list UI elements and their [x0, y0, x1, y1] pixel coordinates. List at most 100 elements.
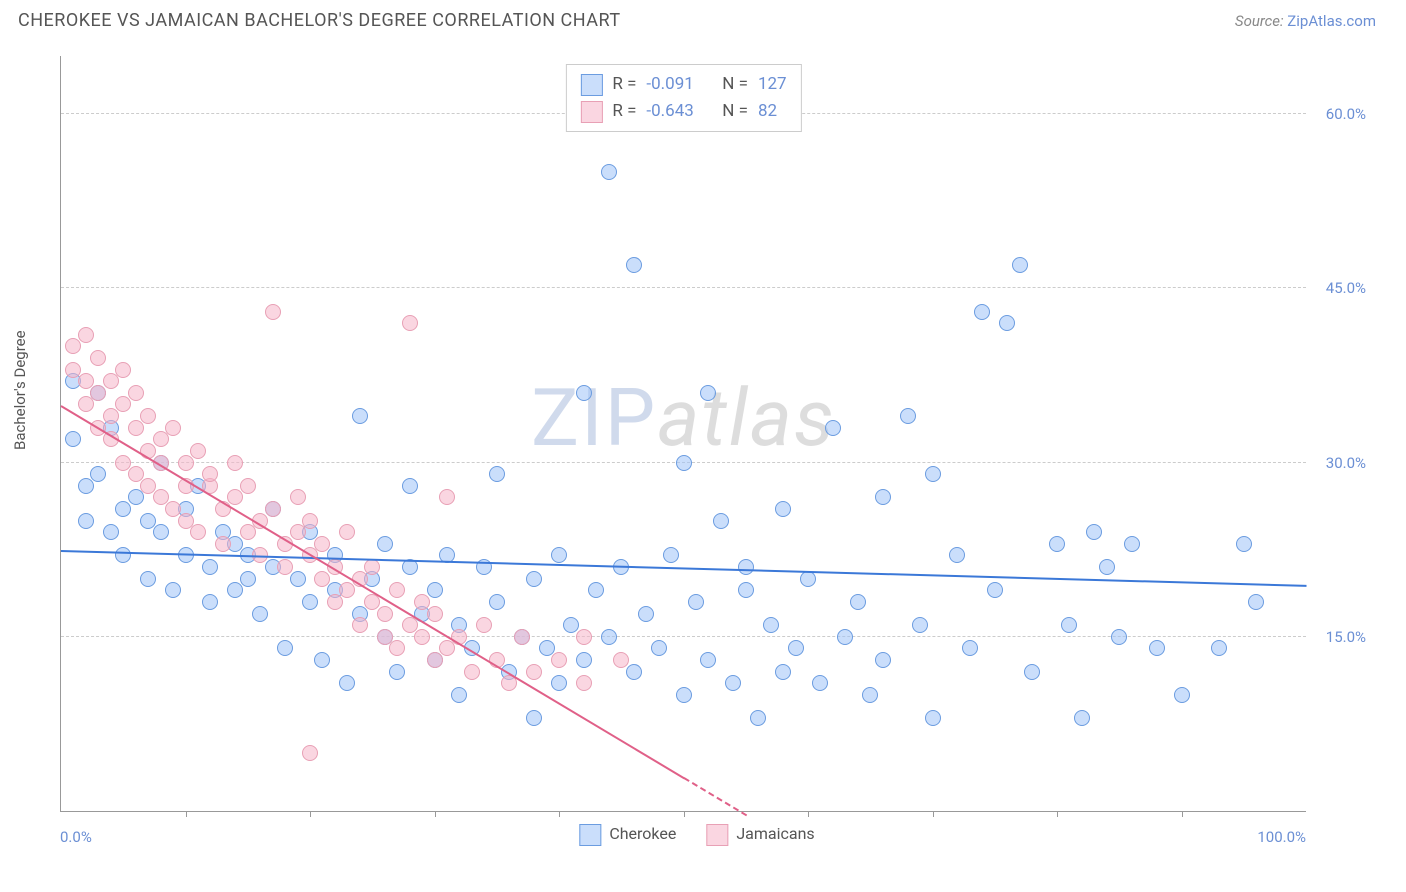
source-link[interactable]: ZipAtlas.com — [1287, 12, 1376, 30]
x-axis-max-label: 100.0% — [1257, 828, 1306, 846]
gridline — [61, 287, 1306, 288]
x-tick — [435, 811, 436, 817]
data-point — [314, 652, 330, 668]
data-point — [775, 664, 791, 680]
data-point — [1049, 536, 1065, 552]
data-point — [1211, 640, 1227, 656]
data-point — [90, 350, 106, 366]
data-point — [427, 582, 443, 598]
data-point — [1149, 640, 1165, 656]
data-point — [414, 629, 430, 645]
data-point — [90, 466, 106, 482]
data-point — [153, 524, 169, 540]
data-point — [190, 524, 206, 540]
data-point — [327, 594, 343, 610]
data-point — [302, 745, 318, 761]
data-point — [439, 640, 455, 656]
data-point — [339, 675, 355, 691]
data-point — [128, 385, 144, 401]
data-point — [377, 606, 393, 622]
data-point — [202, 466, 218, 482]
chart-title: CHEROKEE VS JAMAICAN BACHELOR'S DEGREE C… — [18, 10, 621, 31]
y-axis-label: Bachelor's Degree — [11, 330, 29, 450]
data-point — [1124, 536, 1140, 552]
data-point — [65, 431, 81, 447]
data-point — [949, 547, 965, 563]
data-point — [601, 629, 617, 645]
data-point — [128, 489, 144, 505]
data-point — [900, 408, 916, 424]
data-point — [626, 257, 642, 273]
data-point — [750, 710, 766, 726]
data-point — [178, 455, 194, 471]
data-point — [389, 664, 405, 680]
data-point — [812, 675, 828, 691]
data-point — [576, 675, 592, 691]
chart-container: Bachelor's Degree ZIPatlas R = -0.091 N … — [18, 48, 1376, 852]
data-point — [489, 466, 505, 482]
data-point — [339, 524, 355, 540]
data-point — [464, 664, 480, 680]
data-point — [1012, 257, 1028, 273]
data-point — [352, 617, 368, 633]
jamaicans-swatch-icon — [706, 824, 728, 846]
data-point — [1111, 629, 1127, 645]
data-point — [103, 373, 119, 389]
stats-legend-box: R = -0.091 N = 127 R = -0.643 N = 82 — [565, 64, 801, 132]
data-point — [700, 385, 716, 401]
data-point — [788, 640, 804, 656]
data-point — [389, 582, 405, 598]
data-point — [738, 559, 754, 575]
data-point — [140, 571, 156, 587]
data-point — [576, 652, 592, 668]
data-point — [140, 408, 156, 424]
data-point — [78, 478, 94, 494]
legend-item-cherokee: Cherokee — [579, 824, 676, 846]
y-tick-label: 60.0% — [1311, 105, 1366, 123]
plot-area: ZIPatlas R = -0.091 N = 127 R = -0.643 N… — [60, 56, 1306, 812]
data-point — [389, 640, 405, 656]
x-axis-min-label: 0.0% — [60, 828, 92, 846]
data-point — [1174, 687, 1190, 703]
data-point — [688, 594, 704, 610]
data-point — [1024, 664, 1040, 680]
data-point — [103, 408, 119, 424]
x-tick — [933, 811, 934, 817]
data-point — [476, 617, 492, 633]
data-point — [402, 315, 418, 331]
data-point — [240, 571, 256, 587]
data-point — [925, 466, 941, 482]
y-tick-label: 30.0% — [1311, 454, 1366, 472]
data-point — [277, 640, 293, 656]
data-point — [78, 396, 94, 412]
data-point — [265, 304, 281, 320]
data-point — [202, 559, 218, 575]
data-point — [1236, 536, 1252, 552]
x-tick — [559, 811, 560, 817]
data-point — [302, 513, 318, 529]
data-point — [115, 362, 131, 378]
data-point — [78, 327, 94, 343]
data-point — [601, 164, 617, 180]
bottom-legend: Cherokee Jamaicans — [579, 824, 814, 846]
data-point — [115, 501, 131, 517]
data-point — [1086, 524, 1102, 540]
data-point — [78, 513, 94, 529]
data-point — [925, 710, 941, 726]
stats-row-jamaicans: R = -0.643 N = 82 — [580, 98, 786, 125]
x-tick — [684, 811, 685, 817]
data-point — [837, 629, 853, 645]
data-point — [825, 420, 841, 436]
data-point — [339, 582, 355, 598]
data-point — [451, 687, 467, 703]
data-point — [402, 478, 418, 494]
data-point — [875, 652, 891, 668]
data-point — [103, 524, 119, 540]
data-point — [115, 547, 131, 563]
data-point — [427, 652, 443, 668]
data-point — [215, 536, 231, 552]
data-point — [252, 606, 268, 622]
data-point — [489, 594, 505, 610]
y-tick-label: 15.0% — [1311, 628, 1366, 646]
stats-row-cherokee: R = -0.091 N = 127 — [580, 71, 786, 98]
